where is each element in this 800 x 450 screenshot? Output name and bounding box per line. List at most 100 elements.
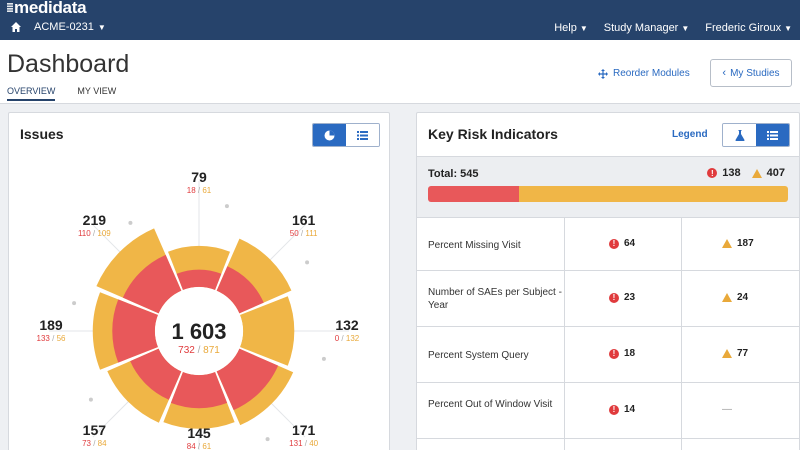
segment-red-wedge[interactable] (122, 254, 182, 314)
segment-dot (224, 204, 229, 209)
kri-row-missing-visit[interactable]: Percent Missing Visit ! 64 187 (417, 218, 799, 271)
list-view-button[interactable] (346, 124, 379, 146)
kri-list-view-button[interactable] (756, 124, 789, 146)
segment-breakdown: 133 / 56 (21, 334, 81, 343)
flask-view-button[interactable] (723, 124, 756, 146)
view-tabs: OVERVIEW MY VIEW (7, 86, 116, 101)
separator: / (49, 334, 57, 343)
segment-red: 73 (82, 438, 91, 448)
brand-name: medidata (14, 0, 87, 17)
segment-label: 157 73 / 84 (64, 422, 124, 448)
issues-total: 1 603 732 / 871 (164, 319, 234, 356)
kri-row-saes[interactable]: Number of SAEs per Subject - Year ! 23 24 (417, 271, 799, 327)
kri-row-red: ! 64 (609, 238, 635, 249)
kri-row-red-value: 14 (624, 404, 636, 415)
study-manager-menu[interactable]: Study Manager ▼ (604, 22, 690, 34)
my-studies-button[interactable]: ‹ My Studies (710, 59, 792, 87)
user-menu[interactable]: Frederic Giroux ▼ (705, 22, 792, 34)
study-name: ACME-0231 (34, 21, 94, 33)
segment-amber-wedge[interactable] (239, 296, 295, 366)
list-icon (767, 130, 778, 140)
segment-dot (128, 220, 133, 225)
segment-red-wedge[interactable] (170, 371, 228, 409)
issues-radial-chart (49, 181, 349, 450)
top-bar: ⁞⁞⁞ medidata ACME-0231 ▼ Help ▼ Study Man… (0, 0, 800, 40)
segment-dot (305, 260, 310, 265)
separator: / (302, 438, 310, 448)
warning-triangle-icon (722, 293, 732, 302)
help-menu-label: Help (554, 22, 577, 34)
segment-label: 79 18 / 61 (169, 169, 229, 195)
user-menu-label: Frederic Giroux (705, 22, 782, 34)
kri-total-counts: ! 138 407 (707, 167, 785, 179)
separator: / (298, 229, 306, 239)
chevron-down-icon: ▼ (681, 24, 690, 33)
kri-view-toggle (722, 123, 790, 147)
separator: / (90, 229, 98, 239)
segment-label: 132 0 / 132 (317, 317, 377, 343)
reorder-modules-label: Reorder Modules (613, 68, 690, 79)
kri-row-red-value: 23 (624, 292, 636, 303)
kri-row-out-of-window[interactable]: Percent Out of Window Visit ! 14 — (417, 383, 799, 439)
segment-dot (72, 301, 77, 306)
issues-total-breakdown: 732 / 871 (164, 345, 234, 356)
segment-red: 84 (186, 442, 196, 450)
issues-view-toggle (312, 123, 380, 147)
segment-label: 189 133 / 56 (21, 317, 81, 343)
kri-title: Key Risk Indicators (428, 126, 558, 142)
move-icon (598, 68, 608, 79)
segment-red-wedge[interactable] (216, 348, 279, 411)
chevron-left-icon: ‹ (722, 67, 727, 79)
kri-row-red: ! 18 (609, 348, 635, 359)
kri-total-row: Total: 545 ! 138 407 (417, 156, 799, 218)
list-icon (357, 130, 368, 140)
segment-amber: 56 (56, 334, 66, 343)
issues-title: Issues (20, 126, 64, 142)
kri-total-label: Total: 545 (428, 168, 479, 180)
segment-total: 145 (187, 425, 211, 441)
study-manager-menu-label: Study Manager (603, 22, 679, 34)
tab-my-view[interactable]: MY VIEW (77, 86, 117, 96)
segment-red-wedge[interactable] (216, 266, 264, 314)
study-selector[interactable]: ACME-0231 ▼ (10, 21, 106, 33)
segment-red: 0 (334, 334, 340, 343)
kri-row-name: Percent Missing Visit (428, 240, 521, 251)
kri-row-amber: 24 (722, 292, 748, 303)
reorder-modules-button[interactable]: Reorder Modules (598, 68, 690, 79)
warning-triangle-icon (722, 239, 732, 248)
segment-label: 219 110 / 109 (64, 212, 124, 238)
alert-red-icon: ! (707, 168, 718, 178)
segment-red-wedge[interactable] (130, 348, 182, 400)
segment-red: 110 (77, 229, 91, 239)
kri-row-red: ! 14 (609, 404, 635, 415)
kri-row-red: ! 23 (609, 292, 635, 303)
flask-icon (734, 129, 745, 141)
segment-red-wedge[interactable] (176, 269, 222, 291)
page-title: Dashboard (7, 50, 130, 78)
segment-red-wedge[interactable] (112, 299, 159, 363)
kri-bar-amber-fill (519, 186, 788, 202)
home-icon[interactable] (10, 21, 22, 33)
alert-red-icon: ! (609, 238, 619, 249)
help-menu[interactable]: Help ▼ (554, 22, 588, 34)
segment-amber: 84 (97, 438, 107, 448)
segment-breakdown: 110 / 109 (64, 229, 124, 238)
kri-total-red: 138 (722, 167, 741, 179)
kri-card: Key Risk Indicators Legend Total: 545 ! … (416, 112, 800, 450)
pie-view-button[interactable] (313, 124, 346, 146)
tab-overview[interactable]: OVERVIEW (7, 86, 56, 101)
kri-row-amber-value: 77 (737, 348, 749, 359)
segment-amber: 109 (97, 229, 111, 239)
brand-logo[interactable]: ⁞⁞⁞ medidata (6, 0, 87, 17)
kri-row-system-query[interactable]: Percent System Query ! 18 77 (417, 327, 799, 383)
kri-row-name: Percent Out of Window Visit (428, 399, 553, 410)
page-header: Dashboard OVERVIEW MY VIEW Reorder Modul… (0, 40, 800, 104)
segment-amber: 61 (202, 442, 212, 450)
segment-total: 157 (82, 421, 107, 438)
kri-row-amber: 187 (722, 238, 754, 249)
issues-total-red: 732 (178, 345, 195, 356)
issues-card: Issues 79 18 / 61 161 50 / 111 132 0 / 132 171… (8, 112, 390, 450)
separator: / (195, 186, 203, 195)
warning-triangle-icon (751, 168, 762, 178)
legend-link[interactable]: Legend (672, 129, 708, 140)
